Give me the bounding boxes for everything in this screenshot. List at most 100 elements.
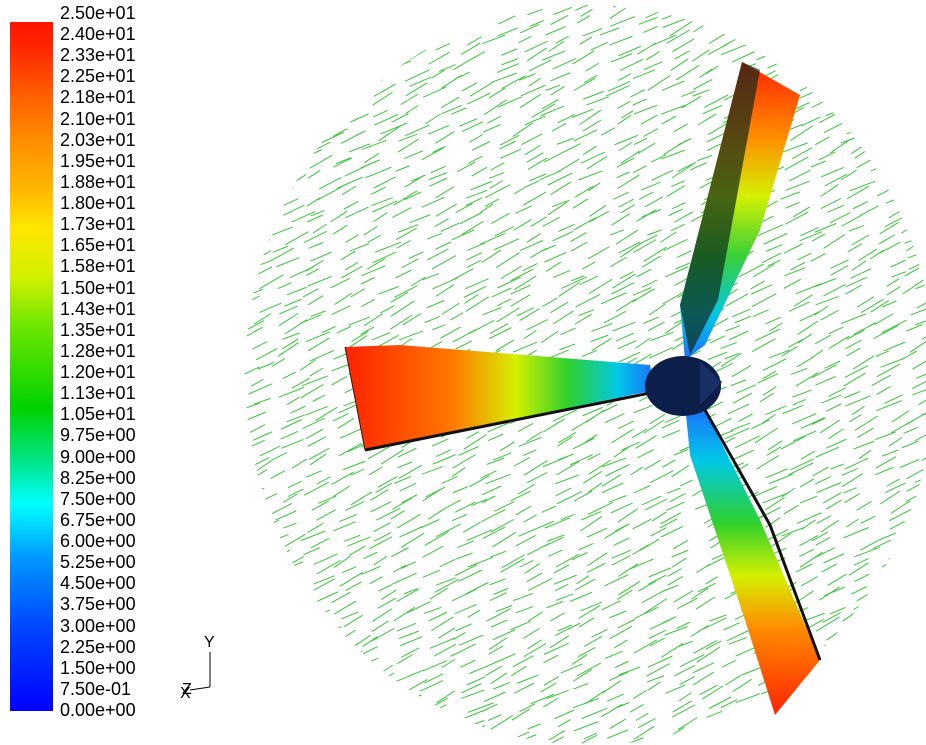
velocity-vector bbox=[649, 619, 670, 630]
velocity-vector bbox=[798, 333, 813, 344]
velocity-vector bbox=[556, 460, 580, 476]
velocity-vector bbox=[524, 115, 546, 126]
velocity-vector bbox=[852, 355, 875, 370]
velocity-vector bbox=[316, 509, 336, 521]
velocity-vector bbox=[705, 640, 722, 650]
velocity-vector bbox=[581, 734, 598, 744]
velocity-vector bbox=[891, 49, 916, 60]
velocity-vector bbox=[423, 17, 440, 28]
velocity-vector bbox=[543, 654, 559, 664]
velocity-vector bbox=[848, 225, 865, 232]
velocity-vector bbox=[428, 177, 448, 187]
velocity-vector bbox=[397, 654, 413, 665]
velocity-vector bbox=[338, 442, 363, 457]
velocity-vector bbox=[616, 157, 635, 168]
velocity-vector bbox=[260, 83, 279, 97]
velocity-vector bbox=[586, 562, 606, 573]
velocity-vector bbox=[451, 229, 475, 241]
velocity-vector bbox=[707, 557, 724, 567]
velocity-vector bbox=[724, 427, 750, 440]
colorbar-label: 6.00e+00 bbox=[60, 531, 136, 552]
velocity-vector bbox=[827, 204, 845, 213]
velocity-vector bbox=[587, 552, 608, 567]
velocity-vector bbox=[883, 613, 907, 628]
velocity-vector bbox=[706, 710, 723, 718]
velocity-vector bbox=[666, 487, 681, 494]
velocity-vector bbox=[313, 553, 338, 566]
velocity-vector bbox=[338, 726, 356, 737]
velocity-vector bbox=[901, 89, 918, 97]
velocity-vector bbox=[871, 374, 891, 387]
velocity-vector bbox=[465, 189, 488, 199]
velocity-vector bbox=[635, 712, 649, 721]
velocity-vector bbox=[344, 94, 364, 105]
velocity-vector bbox=[426, 233, 443, 240]
velocity-vector bbox=[580, 151, 605, 164]
velocity-vector bbox=[883, 33, 909, 44]
velocity-vector bbox=[609, 229, 625, 236]
axis-triad: Y Z X bbox=[180, 634, 215, 702]
velocity-vector bbox=[704, 94, 729, 108]
colorbar-label: 1.43e+01 bbox=[60, 298, 136, 319]
velocity-vector bbox=[312, 223, 327, 234]
velocity-vector bbox=[847, 643, 873, 657]
velocity-vector bbox=[912, 583, 926, 596]
velocity-vector bbox=[258, 55, 277, 66]
velocity-vector bbox=[391, 113, 409, 123]
velocity-vector bbox=[810, 709, 836, 720]
velocity-vector bbox=[456, 18, 478, 29]
velocity-vector bbox=[492, 681, 511, 690]
velocity-vector bbox=[493, 587, 509, 595]
velocity-vector bbox=[660, 104, 686, 115]
velocity-vector bbox=[282, 522, 297, 529]
velocity-vector bbox=[617, 420, 634, 430]
colorbar-label: 1.20e+01 bbox=[60, 362, 136, 383]
velocity-vector bbox=[381, 589, 397, 600]
velocity-vector bbox=[615, 229, 639, 245]
velocity-vector bbox=[540, 682, 557, 693]
velocity-vector bbox=[436, 690, 456, 704]
velocity-vector bbox=[338, 404, 358, 414]
velocity-vector bbox=[254, 397, 271, 405]
velocity-vector bbox=[729, 330, 749, 341]
velocity-vector bbox=[852, 114, 871, 124]
velocity-vector bbox=[762, 358, 787, 371]
velocity-vector bbox=[672, 38, 695, 53]
velocity-vector bbox=[859, 539, 881, 551]
velocity-vector bbox=[673, 590, 694, 603]
velocity-vector bbox=[555, 593, 574, 601]
velocity-vector bbox=[909, 341, 926, 353]
velocity-vector bbox=[288, 674, 303, 682]
velocity-vector bbox=[407, 703, 430, 714]
velocity-vector bbox=[487, 433, 504, 442]
velocity-vector bbox=[495, 605, 513, 613]
velocity-vector bbox=[811, 233, 826, 242]
velocity-vector bbox=[343, 614, 363, 628]
velocity-vector bbox=[790, 261, 806, 271]
velocity-vector bbox=[692, 662, 715, 674]
velocity-vector bbox=[604, 574, 629, 587]
velocity-vector bbox=[272, 124, 292, 135]
velocity-vector bbox=[676, 621, 691, 630]
velocity-vector bbox=[372, 200, 398, 213]
velocity-vector bbox=[823, 234, 846, 249]
velocity-vector bbox=[796, 512, 822, 524]
velocity-vector bbox=[518, 73, 536, 81]
velocity-vector bbox=[811, 95, 836, 109]
velocity-vector bbox=[660, 149, 686, 160]
velocity-vector bbox=[488, 637, 508, 650]
velocity-vector bbox=[526, 572, 543, 583]
velocity-vector bbox=[550, 85, 565, 96]
velocity-vector bbox=[259, 445, 281, 457]
velocity-vector bbox=[811, 364, 837, 379]
velocity-vector bbox=[907, 670, 926, 686]
velocity-vector bbox=[633, 165, 647, 173]
velocity-vector bbox=[490, 550, 507, 558]
velocity-vector bbox=[346, 443, 365, 453]
velocity-vector bbox=[547, 5, 561, 8]
velocity-vector bbox=[761, 7, 776, 17]
velocity-vector bbox=[815, 295, 839, 306]
velocity-vector bbox=[830, 5, 852, 11]
velocity-vector bbox=[482, 495, 496, 504]
velocity-vector bbox=[404, 191, 422, 201]
